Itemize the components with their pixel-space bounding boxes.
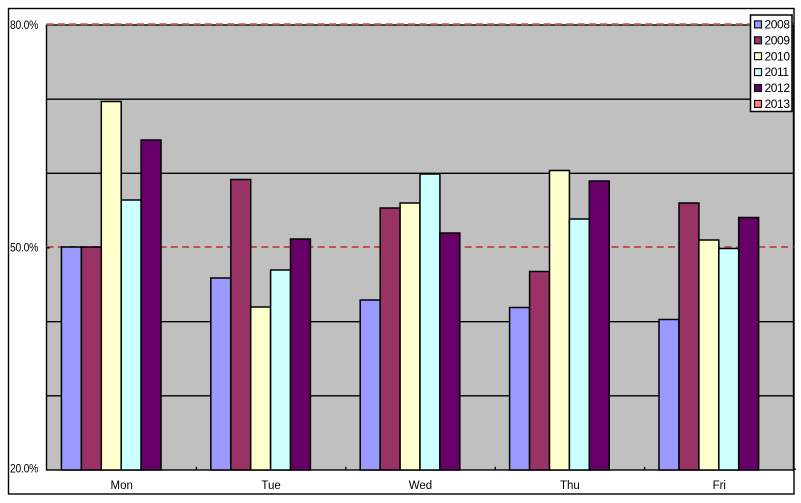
svg-text:Fri: Fri bbox=[713, 480, 726, 492]
svg-text:20.0%: 20.0% bbox=[10, 464, 38, 476]
svg-text:Thu: Thu bbox=[560, 480, 580, 492]
svg-text:2013: 2013 bbox=[765, 97, 791, 111]
svg-text:Tue: Tue bbox=[261, 480, 280, 492]
svg-text:Wed: Wed bbox=[409, 480, 432, 492]
svg-text:50.0%: 50.0% bbox=[10, 243, 38, 255]
svg-text:80.0%: 80.0% bbox=[10, 20, 38, 32]
svg-text:2009: 2009 bbox=[765, 33, 791, 47]
svg-text:Mon: Mon bbox=[111, 480, 133, 492]
svg-text:2010: 2010 bbox=[765, 49, 791, 63]
svg-text:2008: 2008 bbox=[765, 18, 791, 32]
svg-text:2012: 2012 bbox=[765, 81, 791, 95]
svg-text:2011: 2011 bbox=[765, 65, 790, 79]
